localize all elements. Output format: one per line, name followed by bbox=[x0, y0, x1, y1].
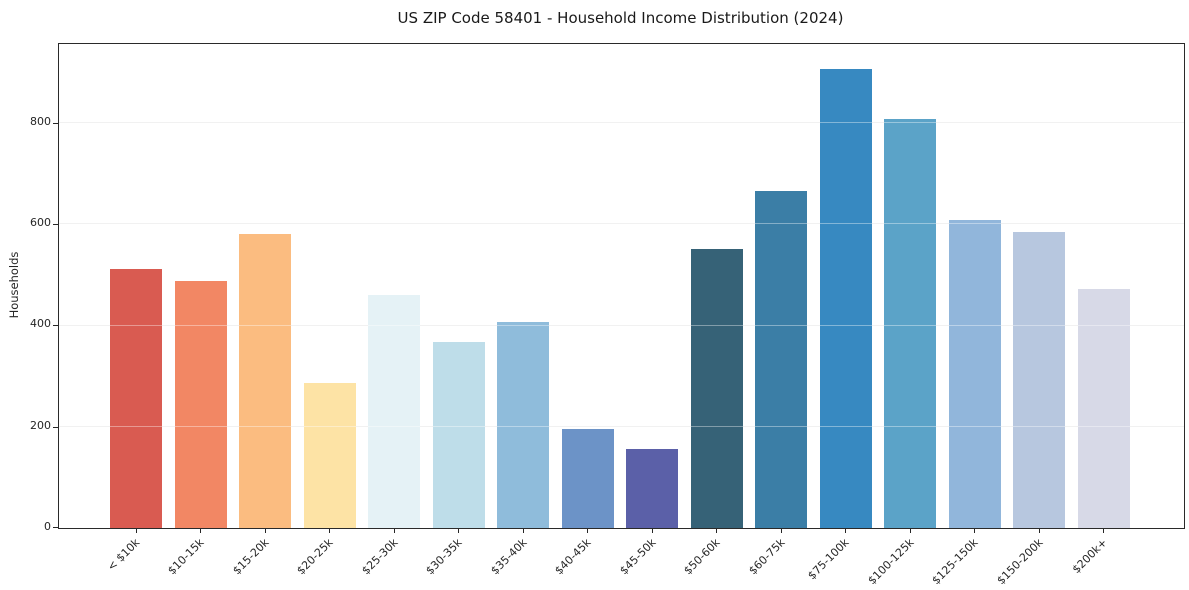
x-axis-tick bbox=[458, 529, 459, 533]
bar bbox=[1077, 288, 1130, 528]
bar bbox=[174, 281, 227, 528]
bar bbox=[948, 219, 1001, 528]
x-tick-label: < $10k bbox=[104, 536, 143, 574]
x-axis-tick bbox=[716, 529, 717, 533]
gridline bbox=[59, 122, 1184, 124]
y-axis-tick bbox=[53, 527, 58, 528]
y-tick-label: 400 bbox=[30, 317, 51, 331]
x-axis-tick bbox=[1103, 529, 1104, 533]
x-axis-tick bbox=[780, 529, 782, 533]
chart-title: US ZIP Code 58401 - Household Income Dis… bbox=[397, 9, 844, 27]
y-tick-label: 600 bbox=[30, 215, 51, 229]
bar bbox=[432, 342, 485, 528]
y-tick-label: 0 bbox=[44, 520, 51, 533]
x-axis-tick bbox=[845, 529, 846, 533]
x-tick-label: $40-45k bbox=[552, 536, 594, 578]
y-axis-tick bbox=[53, 325, 58, 327]
x-tick-label: $35-40k bbox=[487, 536, 530, 578]
bar bbox=[303, 382, 356, 528]
bar bbox=[1013, 232, 1065, 528]
x-tick-label: $125-150k bbox=[929, 536, 981, 588]
bar bbox=[755, 191, 807, 528]
plot-area: 0 200 400 600 800 < $10k $10-15k $15-20k $20-25k… bbox=[30, 43, 1185, 587]
y-axis-tick bbox=[53, 223, 58, 225]
x-tick-label: $75-100k bbox=[805, 536, 852, 583]
x-tick-label: $20-25k bbox=[294, 536, 336, 578]
x-tick-label: $25-30k bbox=[358, 536, 401, 578]
gridline bbox=[59, 223, 1184, 225]
bar bbox=[239, 233, 291, 528]
bar bbox=[561, 428, 614, 528]
x-tick-label: $150-200k bbox=[994, 536, 1046, 588]
bar bbox=[110, 269, 162, 528]
x-axis-tick bbox=[651, 529, 653, 533]
x-axis-tick bbox=[329, 529, 330, 533]
x-axis-tick bbox=[264, 529, 266, 533]
x-axis-tick bbox=[1038, 529, 1040, 533]
gridline bbox=[59, 426, 1184, 428]
bar bbox=[884, 118, 936, 528]
x-axis-tick bbox=[974, 529, 975, 533]
x-axis-tick bbox=[522, 529, 524, 533]
bar bbox=[690, 249, 743, 528]
x-tick-label: $50-60k bbox=[681, 536, 723, 578]
gridline-overlay bbox=[59, 223, 1184, 225]
x-axis-tick bbox=[909, 529, 911, 533]
x-axis-tick bbox=[587, 529, 588, 533]
x-tick-label: $200k+ bbox=[1069, 536, 1110, 577]
x-axis-tick bbox=[200, 529, 201, 533]
gridline-overlay bbox=[59, 122, 1184, 124]
x-axis-tick bbox=[393, 529, 395, 533]
x-tick-label: $60-75k bbox=[745, 536, 788, 578]
y-axis-label: Households bbox=[7, 251, 21, 319]
gridline-overlay bbox=[59, 426, 1184, 428]
bar bbox=[819, 69, 872, 528]
bar bbox=[626, 449, 678, 528]
gridline bbox=[59, 324, 1184, 326]
bar bbox=[368, 295, 420, 528]
x-tick-label: $30-35k bbox=[423, 536, 465, 578]
x-tick-label: $100-125k bbox=[865, 536, 917, 588]
x-tick-label: $10-15k bbox=[165, 536, 207, 578]
y-tick-label: 200 bbox=[30, 418, 51, 432]
x-tick-label: $15-20k bbox=[229, 536, 272, 578]
bar bbox=[497, 321, 549, 528]
x-axis-tick bbox=[135, 529, 137, 533]
x-tick-label: $45-50k bbox=[616, 536, 659, 578]
y-axis-tick bbox=[53, 426, 58, 428]
y-axis-tick bbox=[53, 122, 58, 124]
gridline-overlay bbox=[59, 324, 1184, 326]
y-tick-label: 800 bbox=[30, 114, 51, 128]
